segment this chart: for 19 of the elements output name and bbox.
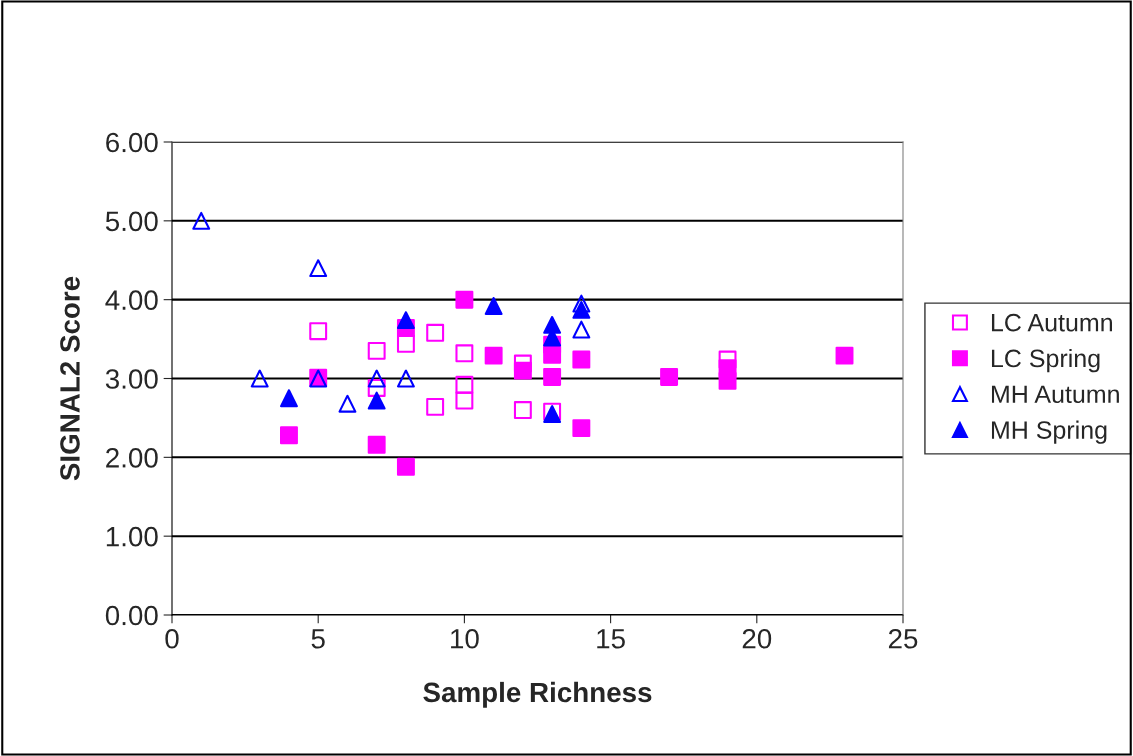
- legend-label: MH Spring: [991, 420, 1107, 444]
- y-axis-title: SIGNAL2 Score: [60, 276, 80, 481]
- y-tick-label: 5.00: [105, 211, 158, 232]
- legend-label: MH Autumn: [991, 385, 1119, 404]
- y-tick-label: 6.00: [106, 132, 158, 153]
- y-tick-label: 1.00: [106, 526, 158, 547]
- legend-label: LC Spring: [991, 348, 1100, 373]
- legend-label: LC Autumn: [991, 313, 1112, 332]
- x-tick-label: 15: [597, 629, 625, 649]
- y-tick-label: 3.00: [105, 369, 158, 389]
- y-tick-label: 0.00: [105, 605, 158, 626]
- y-tick-label: 2.00: [106, 448, 158, 468]
- x-tick-label: 10: [451, 628, 479, 649]
- x-tick-label: 20: [742, 628, 772, 649]
- x-axis-title: Sample Richness: [423, 681, 652, 708]
- x-tick-label: 25: [888, 628, 918, 649]
- y-tick-label: 4.00: [105, 290, 158, 311]
- x-tick-label: 0: [165, 628, 179, 649]
- x-tick-label: 5: [311, 629, 325, 649]
